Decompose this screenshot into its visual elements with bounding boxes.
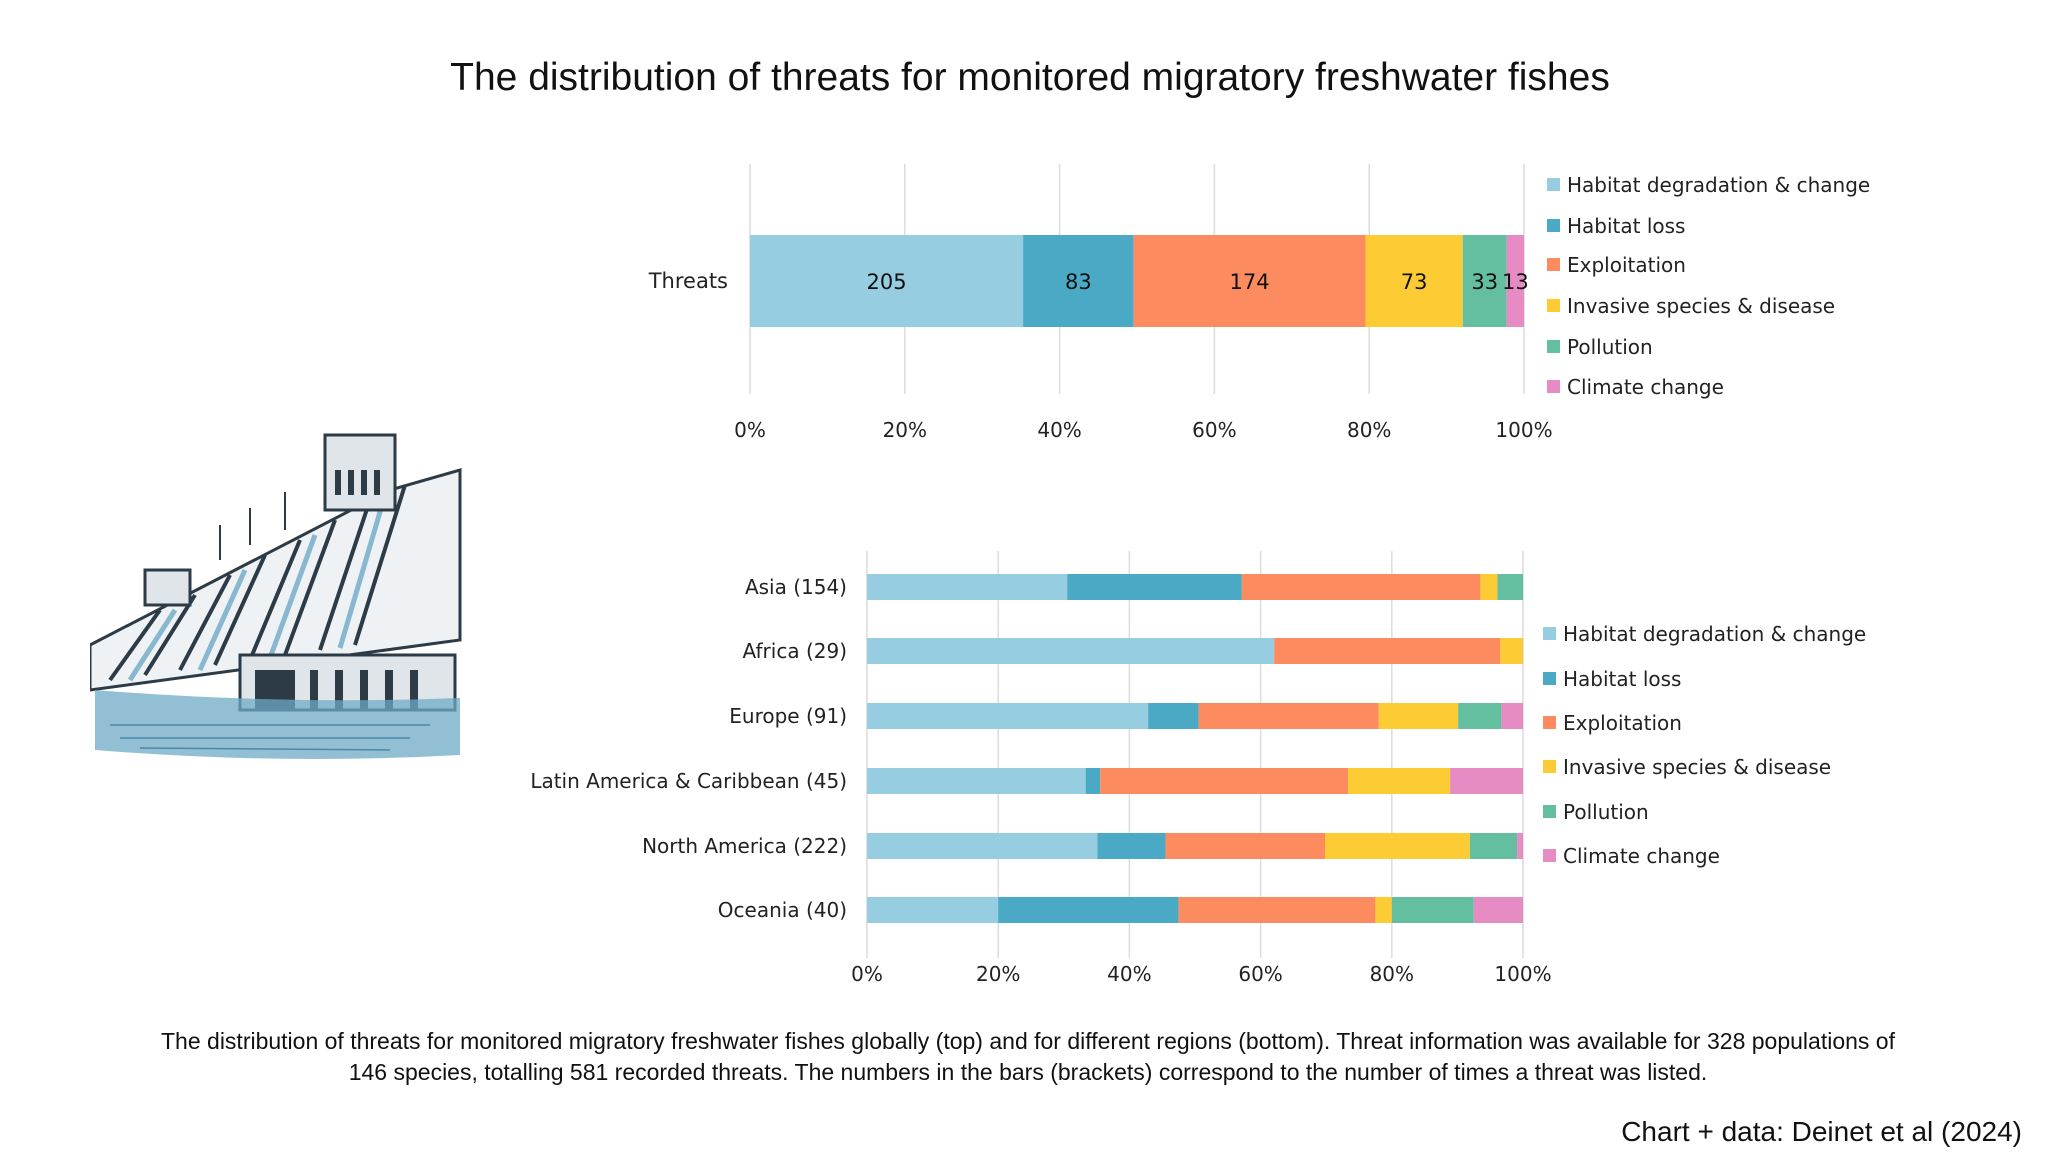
category-label: North America (222) bbox=[642, 834, 847, 858]
bar-segment bbox=[1133, 235, 1366, 327]
data-label: 13 bbox=[1502, 270, 1529, 294]
legend-swatch bbox=[1543, 627, 1556, 640]
data-label: 205 bbox=[867, 270, 907, 294]
bar-segment bbox=[1469, 833, 1518, 859]
bar-segment bbox=[867, 574, 1068, 600]
legend-swatch bbox=[1543, 805, 1556, 818]
legend-label: Pollution bbox=[1567, 335, 1653, 359]
bar-segment bbox=[867, 768, 1086, 794]
x-tick-label: 100% bbox=[1495, 418, 1552, 442]
bar-segment bbox=[1067, 574, 1242, 600]
bar-segment bbox=[1462, 235, 1507, 327]
legend-swatch bbox=[1543, 672, 1556, 685]
category-label: Threats bbox=[648, 269, 728, 293]
category-label: Europe (91) bbox=[729, 704, 847, 728]
category-label: Oceania (40) bbox=[718, 898, 847, 922]
bar-segment bbox=[1506, 235, 1524, 327]
chart-title: The distribution of threats for monitore… bbox=[450, 56, 1610, 99]
bar-segment bbox=[1325, 833, 1470, 859]
legend-label: Climate change bbox=[1567, 375, 1724, 399]
category-label: Latin America & Caribbean (45) bbox=[530, 769, 847, 793]
bar-segment bbox=[1517, 833, 1523, 859]
legend-swatch bbox=[1543, 716, 1556, 729]
bar-segment bbox=[1100, 768, 1349, 794]
legend-label: Climate change bbox=[1563, 844, 1720, 868]
bar-segment bbox=[1148, 703, 1199, 729]
x-tick-label: 0% bbox=[734, 418, 766, 442]
figure-caption: The distribution of threats for monitore… bbox=[161, 1028, 1895, 1085]
x-tick-label: 60% bbox=[1238, 962, 1282, 986]
x-tick-label: 80% bbox=[1370, 962, 1414, 986]
bar-segment bbox=[1501, 703, 1523, 729]
legend-label: Habitat loss bbox=[1567, 214, 1685, 238]
bar-segment bbox=[750, 235, 1024, 327]
legend-swatch bbox=[1547, 258, 1560, 271]
bar-segment bbox=[1458, 703, 1502, 729]
legend-swatch bbox=[1547, 299, 1560, 312]
bar-segment bbox=[1023, 235, 1134, 327]
bar-segment bbox=[1391, 897, 1474, 923]
legend-label: Exploitation bbox=[1567, 253, 1686, 277]
bar-segment bbox=[998, 897, 1179, 923]
source-credit: Chart + data: Deinet et al (2024) bbox=[1621, 1116, 2022, 1147]
data-label: 33 bbox=[1471, 270, 1498, 294]
x-tick-label: 100% bbox=[1494, 962, 1551, 986]
category-label: Asia (154) bbox=[745, 575, 847, 599]
x-tick-label: 80% bbox=[1347, 418, 1391, 442]
legend-swatch bbox=[1543, 849, 1556, 862]
legend-label: Invasive species & disease bbox=[1563, 755, 1831, 779]
legend-label: Habitat degradation & change bbox=[1563, 622, 1866, 646]
bar-segment bbox=[1198, 703, 1379, 729]
legend-label: Habitat loss bbox=[1563, 667, 1681, 691]
legend-label: Exploitation bbox=[1563, 711, 1682, 735]
bar-segment bbox=[867, 897, 999, 923]
bar-segment bbox=[1375, 897, 1392, 923]
bar-segment bbox=[1348, 768, 1451, 794]
dam-illustration bbox=[90, 433, 462, 759]
data-label: 174 bbox=[1230, 270, 1270, 294]
bar-segment bbox=[1378, 703, 1459, 729]
legend-swatch bbox=[1543, 760, 1556, 773]
legend-swatch bbox=[1547, 380, 1560, 393]
bar-segment bbox=[867, 833, 1098, 859]
x-tick-label: 20% bbox=[883, 418, 927, 442]
legend-swatch bbox=[1547, 219, 1560, 232]
data-label: 83 bbox=[1065, 270, 1092, 294]
bar-segment bbox=[1097, 833, 1166, 859]
bar-segment bbox=[1178, 897, 1376, 923]
bar-segment bbox=[1241, 574, 1481, 600]
bar-segment bbox=[867, 703, 1149, 729]
bar-segment bbox=[1473, 897, 1523, 923]
x-tick-label: 20% bbox=[976, 962, 1020, 986]
x-tick-label: 60% bbox=[1192, 418, 1236, 442]
bar-segment bbox=[1500, 638, 1523, 664]
x-tick-label: 40% bbox=[1037, 418, 1081, 442]
legend-label: Invasive species & disease bbox=[1567, 294, 1835, 318]
bar-segment bbox=[1165, 833, 1326, 859]
x-tick-label: 0% bbox=[851, 962, 883, 986]
legend-label: Pollution bbox=[1563, 800, 1649, 824]
bar-segment bbox=[1085, 768, 1101, 794]
x-tick-label: 40% bbox=[1107, 962, 1151, 986]
bar-segment bbox=[1365, 235, 1463, 327]
bar-segment bbox=[1450, 768, 1523, 794]
data-label: 73 bbox=[1401, 270, 1428, 294]
bar-segment bbox=[1274, 638, 1501, 664]
legend-label: Habitat degradation & change bbox=[1567, 173, 1870, 197]
bar-segment bbox=[1497, 574, 1523, 600]
legend-swatch bbox=[1547, 178, 1560, 191]
bar-segment bbox=[1480, 574, 1498, 600]
bar-segment bbox=[867, 638, 1275, 664]
category-label: Africa (29) bbox=[743, 639, 847, 663]
legend-swatch bbox=[1547, 340, 1560, 353]
